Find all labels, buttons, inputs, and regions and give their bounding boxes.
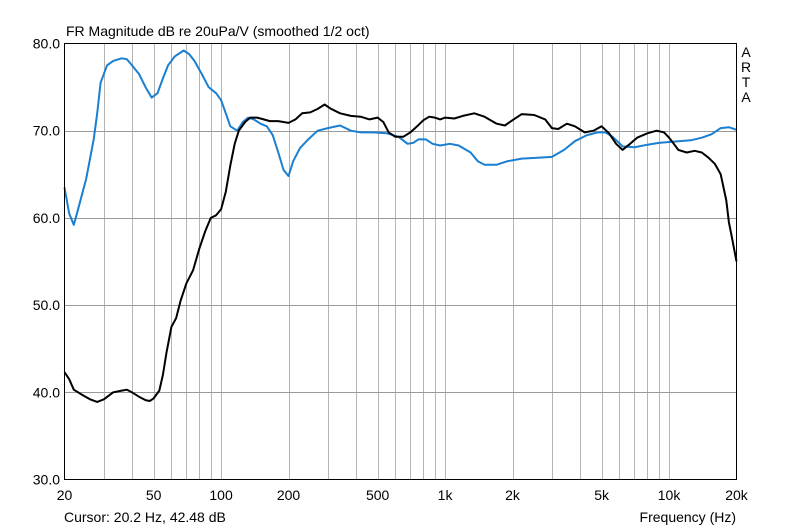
series-line-2	[63, 103, 738, 403]
y-tick-label: 70.0	[33, 123, 60, 139]
side-label-letter: A	[741, 44, 751, 60]
cursor-readout: Cursor: 20.2 Hz, 42.48 dB	[64, 509, 226, 525]
y-tick-label: 80.0	[33, 36, 60, 52]
y-tick-labels: 30.0 40.0 50.0 60.0 70.0 80.0	[33, 36, 60, 488]
y-tick-label: 60.0	[33, 210, 60, 226]
x-tick-label: 500	[366, 487, 390, 503]
x-tick-label: 20k	[725, 487, 749, 503]
side-label-letter: A	[741, 89, 751, 105]
x-tick-label: 20	[57, 487, 73, 503]
x-tick-label: 50	[146, 487, 162, 503]
series-line-1	[63, 49, 737, 226]
plot-frame	[64, 43, 737, 480]
x-tick-label: 10k	[658, 487, 682, 503]
y-tick-label: 50.0	[33, 297, 60, 313]
chart-title: FR Magnitude dB re 20uPa/V (smoothed 1/2…	[66, 23, 370, 39]
side-label-letter: R	[741, 59, 751, 75]
y-tick-label: 30.0	[33, 472, 60, 488]
x-axis-label: Frequency (Hz)	[640, 509, 736, 525]
y-tick-label: 40.0	[33, 384, 60, 400]
series-group	[63, 49, 738, 403]
x-tick-label: 100	[209, 487, 233, 503]
x-tick-label: 2k	[505, 487, 521, 503]
side-label-letter: T	[742, 74, 751, 90]
x-tick-label: 200	[277, 487, 301, 503]
x-tick-label: 5k	[594, 487, 610, 503]
x-tick-labels: 20 50 100 200 500 1k 2k 5k 10k 20k	[57, 487, 749, 503]
x-tick-label: 1k	[438, 487, 454, 503]
grid	[64, 43, 737, 480]
